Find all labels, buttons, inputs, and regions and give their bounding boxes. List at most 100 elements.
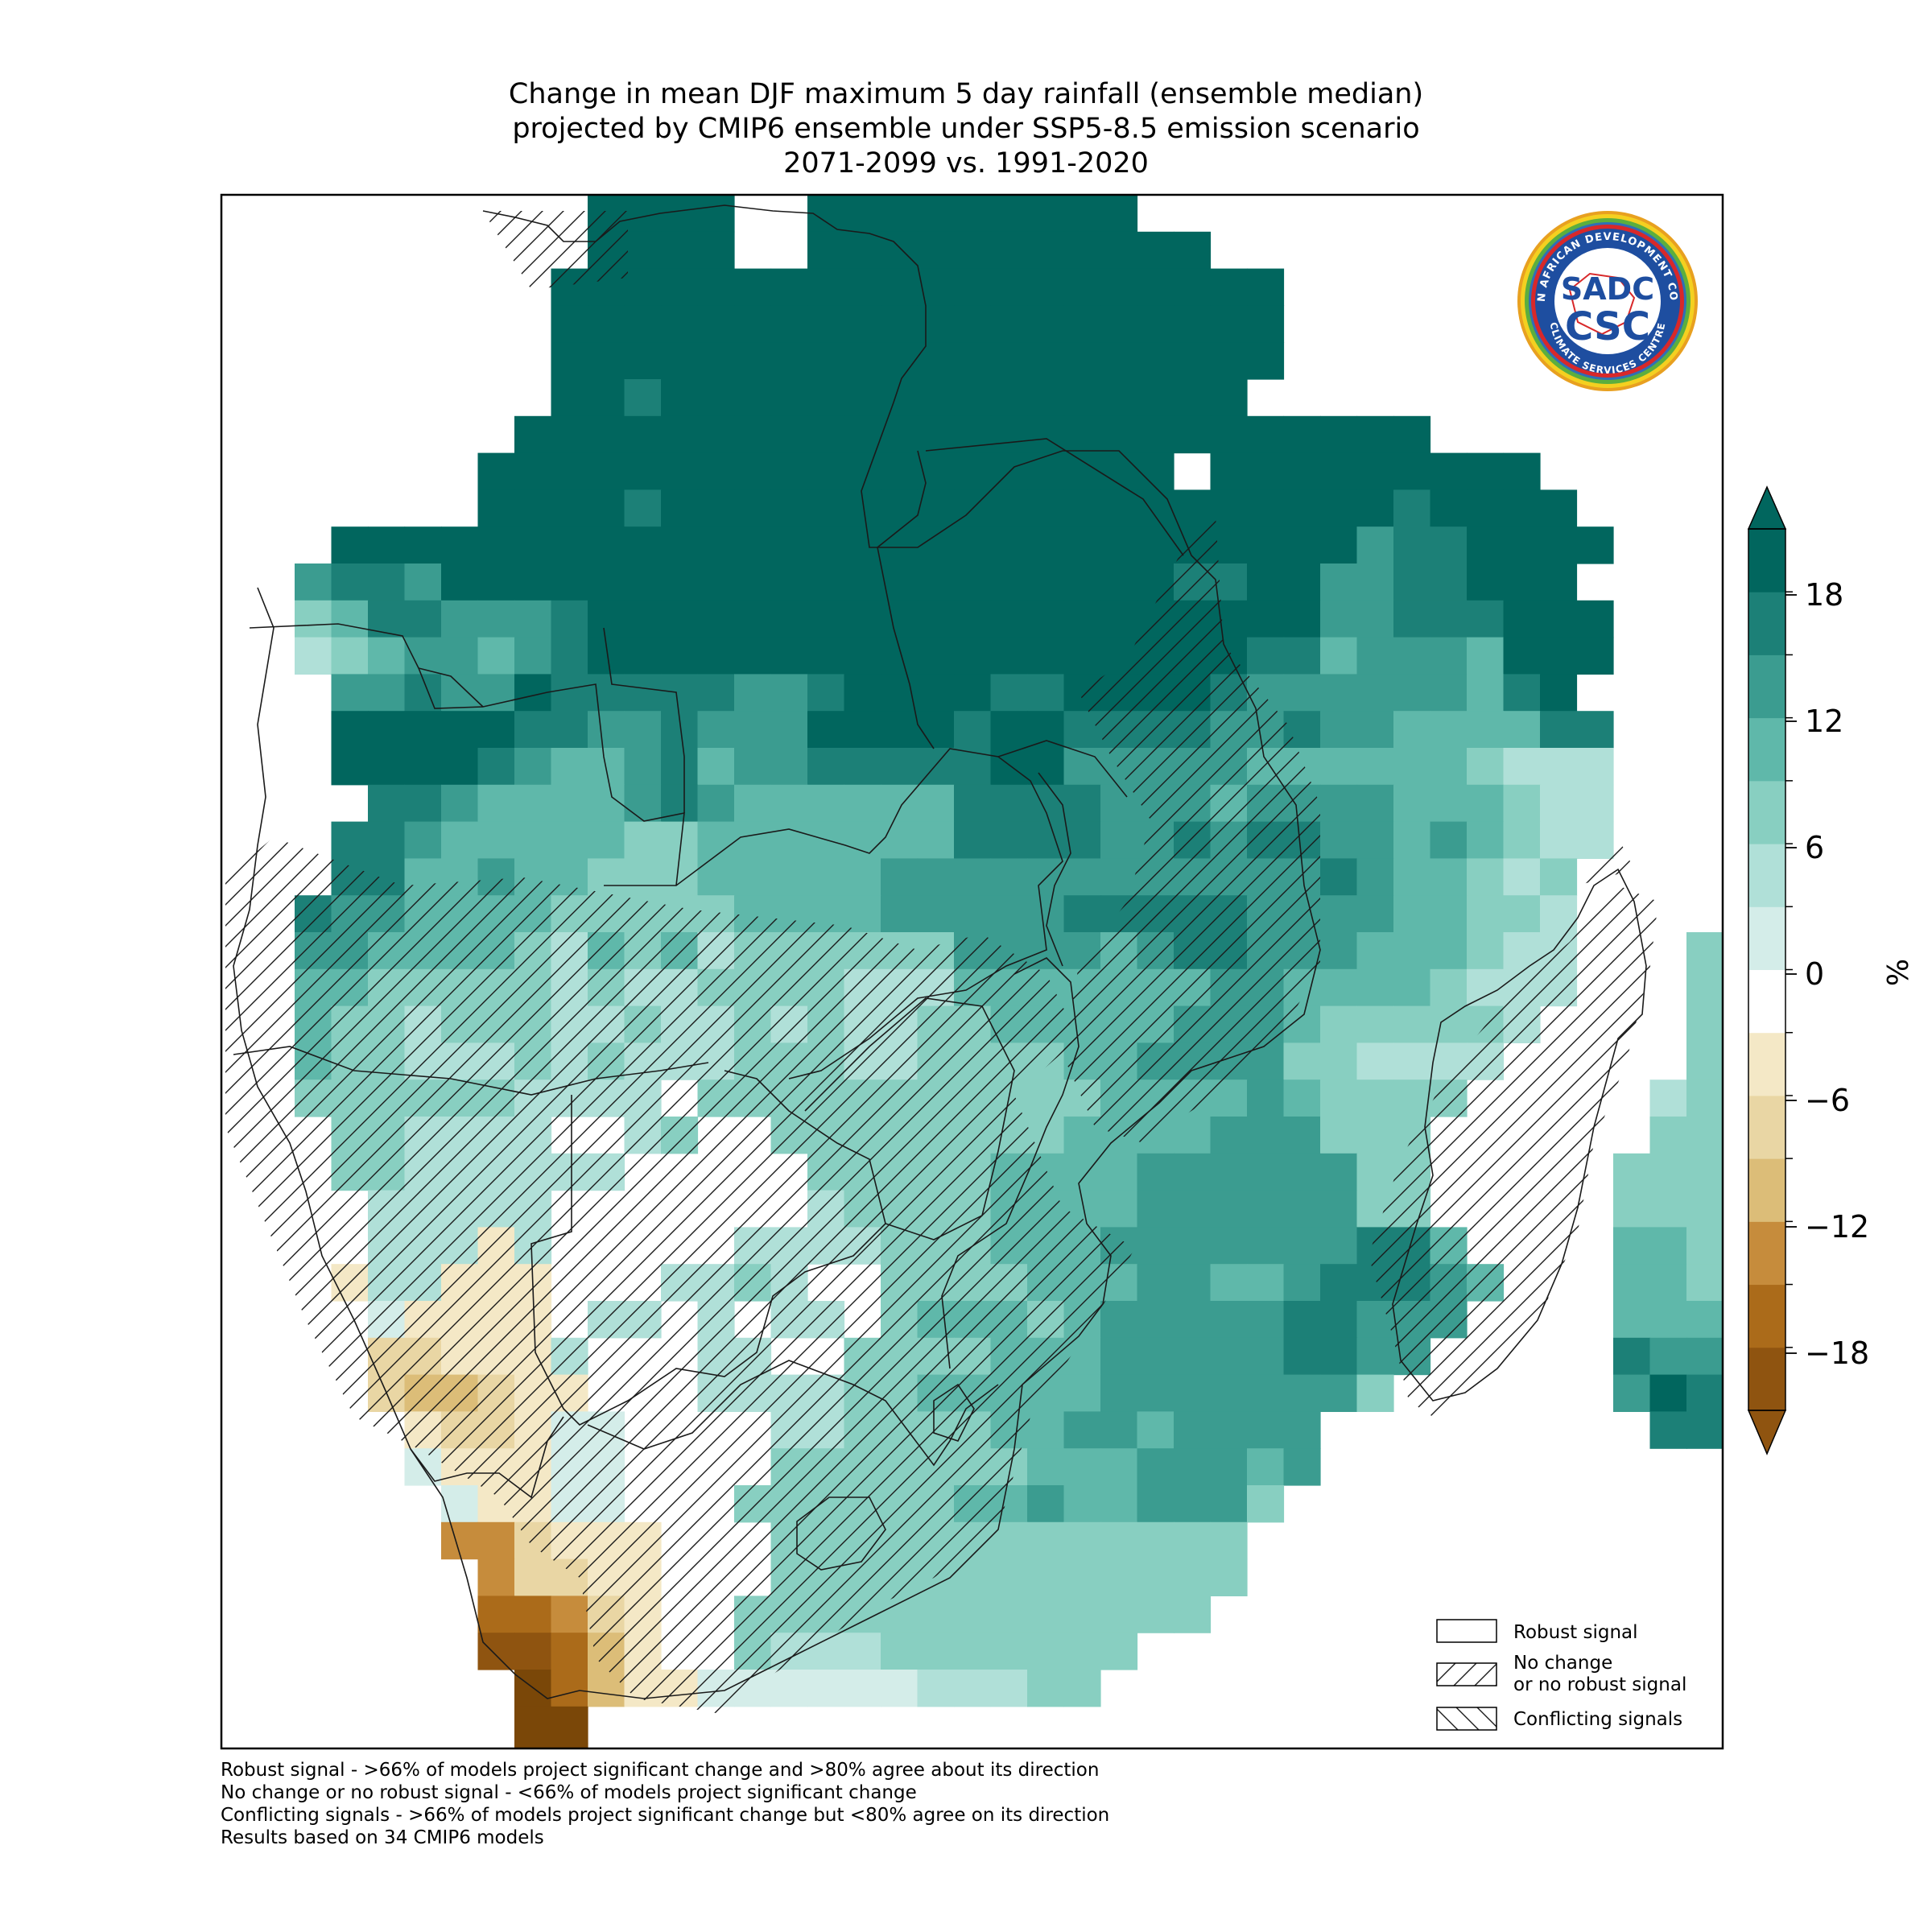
- grid-cell: [697, 637, 735, 675]
- grid-cell: [881, 711, 919, 749]
- grid-cell: [624, 268, 662, 306]
- grid-cell: [1063, 564, 1101, 601]
- grid-cell: [1174, 415, 1212, 454]
- grid-cell: [990, 1596, 1028, 1633]
- grid-cell: [917, 231, 955, 270]
- grid-cell: [1174, 379, 1212, 417]
- grid-cell: [1393, 564, 1431, 601]
- logo-text-csc: CSC: [1565, 304, 1650, 349]
- grid-cell: [770, 858, 808, 896]
- grid-cell: [1100, 268, 1138, 306]
- grid-cell: [477, 600, 515, 638]
- grid-cell: [1210, 1153, 1248, 1191]
- grid-cell: [1320, 564, 1358, 601]
- colorbar-segment: [1748, 1221, 1785, 1286]
- grid-cell: [1430, 821, 1468, 859]
- grid-cell: [1320, 932, 1358, 970]
- grid-cell: [881, 268, 919, 306]
- grid-cell: [1686, 1264, 1723, 1302]
- grid-cell: [1649, 1337, 1687, 1376]
- grid-cell: [697, 711, 735, 749]
- grid-cell: [404, 564, 442, 601]
- grid-cell: [295, 637, 332, 675]
- grid-cell: [1906, 1080, 1932, 1117]
- grid-cell: [734, 821, 772, 859]
- grid-cell: [844, 415, 881, 454]
- grid-cell: [697, 342, 735, 380]
- grid-cell: [1356, 1117, 1394, 1154]
- grid-cell: [1430, 526, 1468, 564]
- grid-cell: [331, 821, 369, 859]
- legend-label-conflicting: Conflicting signals: [1513, 1709, 1682, 1730]
- grid-cell: [1320, 784, 1358, 823]
- grid-cell: [331, 711, 369, 749]
- grid-cell: [1283, 415, 1321, 454]
- grid-cell: [1356, 895, 1394, 933]
- grid-cell: [1137, 1227, 1174, 1265]
- border-namibia-southafrica: [410, 1416, 564, 1499]
- grid-cell: [1100, 489, 1138, 527]
- grid-cell: [844, 452, 881, 490]
- grid-cell: [1320, 1042, 1358, 1080]
- grid-cell: [1210, 1227, 1248, 1265]
- grid-cell: [441, 526, 479, 564]
- legend-swatch-robust: [1436, 1619, 1497, 1643]
- grid-cell: [514, 784, 552, 823]
- grid-cell: [990, 415, 1028, 454]
- grid-cell: [917, 342, 955, 380]
- grid-cell: [1027, 1485, 1065, 1523]
- grid-cell: [404, 526, 442, 564]
- grid-cell: [807, 489, 845, 527]
- grid-cell: [1137, 526, 1174, 564]
- grid-cell: [1027, 711, 1065, 749]
- border-drc-inner: [418, 627, 685, 813]
- grid-cell: [1686, 1005, 1723, 1043]
- grid-cell: [1063, 1153, 1101, 1191]
- grid-cell: [1137, 379, 1174, 417]
- grid-cell: [881, 305, 919, 343]
- grid-cell: [1100, 415, 1138, 454]
- grid-cell: [1137, 1596, 1174, 1633]
- grid-cell: [954, 452, 992, 490]
- grid-cell: [1100, 526, 1138, 564]
- grid-cell: [807, 858, 845, 896]
- grid-cell: [1174, 1264, 1212, 1302]
- grid-cell: [1283, 1042, 1321, 1080]
- grid-cell: [588, 452, 625, 490]
- grid-cell: [954, 674, 992, 712]
- grid-cell: [844, 231, 881, 270]
- grid-cell: [1283, 1080, 1321, 1117]
- grid-cell: [1027, 1411, 1065, 1449]
- grid-cell: [551, 305, 588, 343]
- grid-cell: [807, 379, 845, 417]
- grid-cell: [1393, 821, 1431, 859]
- grid-cell: [1356, 968, 1394, 1007]
- grid-cell: [954, 342, 992, 380]
- grid-cell: [1247, 1337, 1285, 1376]
- grid-cell: [661, 231, 699, 270]
- grid-cell: [624, 784, 662, 823]
- grid-cell: [770, 600, 808, 638]
- grid-cell: [1467, 895, 1505, 933]
- grid-cell: [1174, 1485, 1212, 1523]
- grid-cell: [1063, 1670, 1101, 1707]
- coastline-mainland: [233, 204, 1321, 1699]
- grid-cell: [1027, 895, 1065, 933]
- grid-cell: [954, 1633, 992, 1670]
- grid-cell: [1833, 1117, 1870, 1154]
- grid-cell: [1649, 1153, 1687, 1191]
- grid-cell: [1283, 489, 1321, 527]
- grid-cell: [844, 637, 881, 675]
- grid-cell: [770, 489, 808, 527]
- colorbar-tick-label: −6: [1805, 1083, 1850, 1118]
- grid-cell: [477, 564, 515, 601]
- grid-cell: [624, 231, 662, 270]
- colorbar-ticks: 18 12 6 0 −6 −12 −18: [1785, 577, 1869, 1371]
- grid-cell: [807, 674, 845, 712]
- grid-cell: [1027, 452, 1065, 490]
- grid-cell: [661, 748, 699, 786]
- grid-cell: [1100, 1374, 1138, 1412]
- grid-cell: [1320, 1005, 1358, 1043]
- grid-cell: [1906, 895, 1932, 932]
- grid-cell: [1356, 1337, 1394, 1376]
